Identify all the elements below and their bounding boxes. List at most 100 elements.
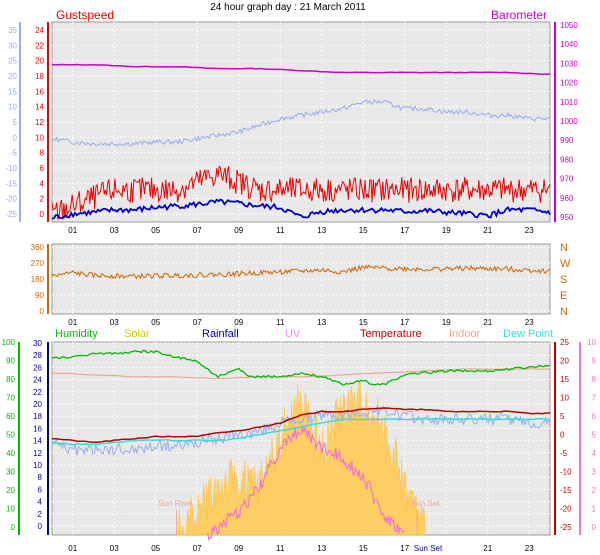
x-tick-label: 17: [400, 226, 409, 235]
legend-humidity: Humidity: [55, 328, 98, 340]
gust-tick-label: 24: [35, 26, 44, 35]
temperature-tick-label: -5: [560, 449, 568, 458]
x-tick-label: 15: [359, 544, 368, 553]
x-tick-label: 05: [151, 544, 160, 553]
rain-tick-label: 6: [38, 485, 43, 494]
x-tick-label: 05: [151, 226, 160, 235]
humidity-tick-label: 10: [6, 505, 15, 514]
humidity-tick-label: 70: [6, 394, 15, 403]
temp-tick-label: 20: [8, 72, 17, 81]
sunrise-label: Sun Rise: [158, 499, 191, 508]
temperature-line: [52, 407, 550, 444]
x-tick-label: 07: [193, 544, 202, 553]
x-tick-label: 13: [317, 318, 326, 327]
temperature-tick-label: -20: [560, 505, 572, 514]
gust-line: [51, 165, 551, 221]
temperature-tick-label: -15: [560, 486, 572, 495]
temp-tick-label: 0: [13, 133, 18, 142]
wind-direction-line: [51, 264, 551, 280]
rain-tick-label: 0: [38, 522, 43, 531]
sunset-label: Sun Set: [411, 499, 440, 508]
legend-dew-point: Dew Point: [503, 328, 553, 340]
rain-tick-label: 24: [33, 376, 42, 385]
compass-label: E: [560, 290, 567, 302]
x-tick-label: 03: [110, 318, 119, 327]
x-tick-label: 13: [317, 226, 326, 235]
compass-label: N: [560, 306, 568, 318]
x-tick-label: 01: [68, 544, 77, 553]
uv-tick-label: 0: [592, 523, 597, 532]
temp-tick-label: 30: [8, 41, 17, 50]
temp-tick-label: 10: [8, 103, 17, 112]
x-tick-label: 11: [276, 318, 285, 327]
baro-tick-label: 1040: [560, 40, 578, 49]
baro-tick-label: 970: [560, 175, 574, 184]
temp-tick-label: 25: [8, 57, 17, 66]
direction-tick-label: 90: [35, 291, 44, 300]
humidity-tick-label: 60: [6, 412, 15, 421]
baro-tick-label: 960: [560, 194, 574, 203]
baro-tick-label: 980: [560, 155, 574, 164]
x-tick-label: Sun Set: [414, 544, 443, 553]
uv-tick-label: 9: [592, 357, 597, 366]
x-tick-label: 09: [234, 544, 243, 553]
rain-tick-label: 12: [33, 449, 42, 458]
x-tick-label: 17: [400, 544, 409, 553]
x-tick-label: 11: [276, 544, 285, 553]
uv-tick-label: 6: [592, 412, 597, 421]
temp-tick-label: -5: [10, 149, 18, 158]
x-tick-label: 21: [483, 226, 492, 235]
uv-tick-label: 7: [592, 394, 597, 403]
temperature-tick-label: 5: [560, 412, 565, 421]
x-tick-label: 21: [483, 544, 492, 553]
uv-tick-label: 1: [592, 505, 597, 514]
gust-tick-label: 18: [35, 72, 44, 81]
rain-tick-label: 2: [38, 510, 43, 519]
x-tick-label: 13: [317, 544, 326, 553]
dewpoint-line: [51, 417, 550, 446]
x-tick-label: 21: [483, 318, 492, 327]
gustspeed-label: Gustspeed: [56, 8, 114, 22]
humidity-tick-label: 100: [2, 338, 16, 347]
temp-tick-label: 15: [8, 87, 17, 96]
temp-tick-label: -10: [5, 164, 17, 173]
uv-tick-label: 4: [592, 449, 597, 458]
direction-tick-label: 0: [40, 307, 45, 316]
barometer-label: Barometer: [491, 8, 547, 22]
legend-uv: UV: [285, 328, 301, 340]
legend-rainfall: Rainfall: [202, 328, 239, 340]
rain-tick-label: 4: [38, 498, 43, 507]
direction-tick-label: 180: [31, 275, 45, 284]
x-tick-label: 23: [525, 226, 534, 235]
wind-panel: Gustspeed Barometer 01 03 05 07 09 11 13 15 17 19…: [5, 8, 578, 235]
uv-line: [207, 426, 406, 542]
uv-tick-label: 2: [592, 486, 597, 495]
humidity-tick-label: 0: [11, 523, 16, 532]
legend-indoor: Indoor: [449, 328, 481, 340]
gust-tick-label: 12: [35, 118, 44, 127]
direction-tick-label: 360: [31, 243, 45, 252]
gust-tick-label: 8: [40, 149, 45, 158]
x-tick-label: 15: [359, 318, 368, 327]
legend-temperature: Temperature: [360, 328, 422, 340]
temp-tick-label: 5: [13, 118, 18, 127]
x-tick-label: 01: [68, 226, 77, 235]
direction-tick-label: 270: [31, 259, 45, 268]
uv-tick-label: 3: [592, 468, 597, 477]
x-tick-label: 23: [525, 318, 534, 327]
compass-label: W: [560, 258, 571, 270]
x-tick-label: 11: [276, 226, 285, 235]
gust-tick-label: 6: [40, 164, 45, 173]
temperature-tick-label: 0: [560, 431, 565, 440]
baro-tick-label: 1000: [560, 117, 578, 126]
uv-tick-label: 8: [592, 375, 597, 384]
gust-tick-label: 20: [35, 57, 44, 66]
humidity-tick-label: 30: [6, 468, 15, 477]
humidity-tick-label: 40: [6, 449, 15, 458]
temperature-tick-label: 25: [560, 338, 569, 347]
temp-tick-label: -25: [5, 210, 17, 219]
temp-tick-label: 35: [8, 26, 17, 35]
temperature-tick-label: -10: [560, 468, 572, 477]
humidity-line: [51, 349, 550, 386]
